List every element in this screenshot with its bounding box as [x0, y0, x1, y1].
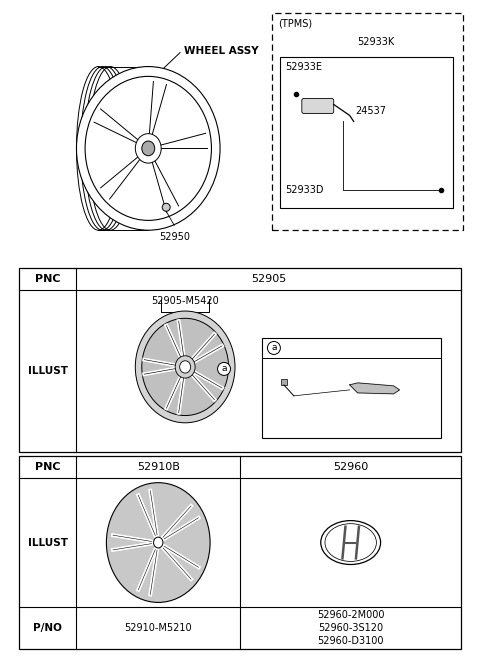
Text: 52910B: 52910B: [137, 462, 180, 472]
Text: 52933E: 52933E: [285, 62, 322, 72]
Text: 52960-D3100: 52960-D3100: [317, 637, 384, 646]
Text: 52960-3S120: 52960-3S120: [318, 623, 383, 633]
Bar: [262, 338, 442, 438]
Ellipse shape: [175, 355, 195, 378]
Text: (TPMS): (TPMS): [278, 18, 312, 29]
Bar: [19, 456, 461, 649]
Ellipse shape: [107, 483, 210, 602]
Text: 52973: 52973: [398, 393, 429, 403]
Text: a: a: [271, 344, 276, 352]
Text: ILLUST: ILLUST: [27, 366, 68, 376]
Text: 52960: 52960: [333, 462, 368, 472]
Bar: [281, 379, 287, 385]
Ellipse shape: [76, 66, 120, 230]
Ellipse shape: [321, 520, 381, 564]
Text: 52910-M5210: 52910-M5210: [124, 623, 192, 633]
Circle shape: [217, 363, 230, 375]
Text: PNC: PNC: [35, 274, 60, 284]
Text: a: a: [221, 365, 227, 373]
Polygon shape: [350, 383, 399, 394]
Bar: [280, 57, 454, 208]
Text: 52960-2M000: 52960-2M000: [317, 610, 384, 620]
Text: PNC: PNC: [35, 462, 60, 472]
Text: 52950: 52950: [159, 232, 190, 242]
Ellipse shape: [76, 66, 220, 230]
Bar: [272, 12, 463, 230]
FancyBboxPatch shape: [302, 99, 334, 114]
Text: 52933K: 52933K: [357, 37, 394, 47]
Ellipse shape: [142, 141, 155, 156]
Ellipse shape: [135, 311, 235, 423]
Text: 1249LJ: 1249LJ: [276, 411, 309, 421]
Ellipse shape: [180, 361, 191, 373]
Text: 52905: 52905: [252, 274, 287, 284]
Bar: [19, 268, 461, 452]
Text: WHEEL ASSY: WHEEL ASSY: [184, 45, 259, 56]
Text: 24537: 24537: [356, 106, 387, 116]
Ellipse shape: [142, 318, 228, 415]
Ellipse shape: [154, 537, 163, 548]
Text: P/NO: P/NO: [33, 623, 62, 633]
Circle shape: [267, 342, 280, 354]
Text: 52933D: 52933D: [285, 185, 324, 195]
Circle shape: [162, 203, 170, 212]
Ellipse shape: [135, 133, 161, 163]
Text: ILLUST: ILLUST: [27, 537, 68, 547]
Text: 52905-M5420: 52905-M5420: [151, 296, 219, 306]
